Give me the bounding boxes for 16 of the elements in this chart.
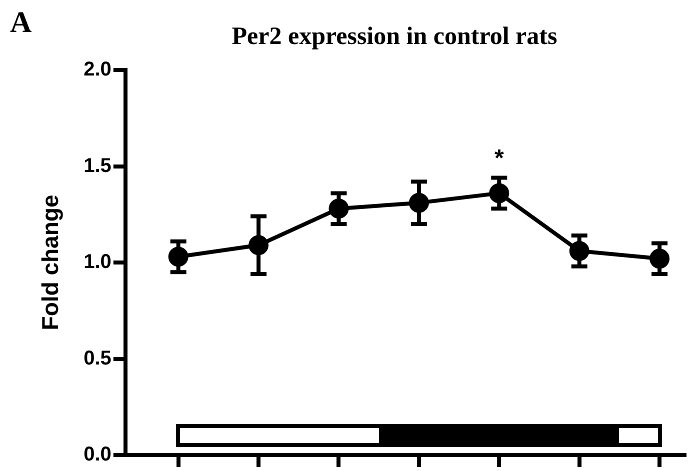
y-tick-label: 0.0 xyxy=(84,444,112,466)
y-axis-title: Fold change xyxy=(37,194,64,330)
y-tick-label: 1.0 xyxy=(84,251,112,274)
annotation: * xyxy=(494,144,504,172)
point xyxy=(248,235,269,256)
point xyxy=(569,240,590,261)
y-tick-label: 1.5 xyxy=(84,154,112,177)
point xyxy=(650,248,670,269)
point xyxy=(328,198,349,219)
point xyxy=(408,192,429,213)
y-tick-label: 2.0 xyxy=(84,58,112,81)
point xyxy=(168,246,188,267)
point xyxy=(489,183,510,204)
text: A xyxy=(10,6,32,39)
y-tick-label: 0.5 xyxy=(84,347,112,370)
chart-title: Per2 expression in control rats xyxy=(232,23,558,50)
